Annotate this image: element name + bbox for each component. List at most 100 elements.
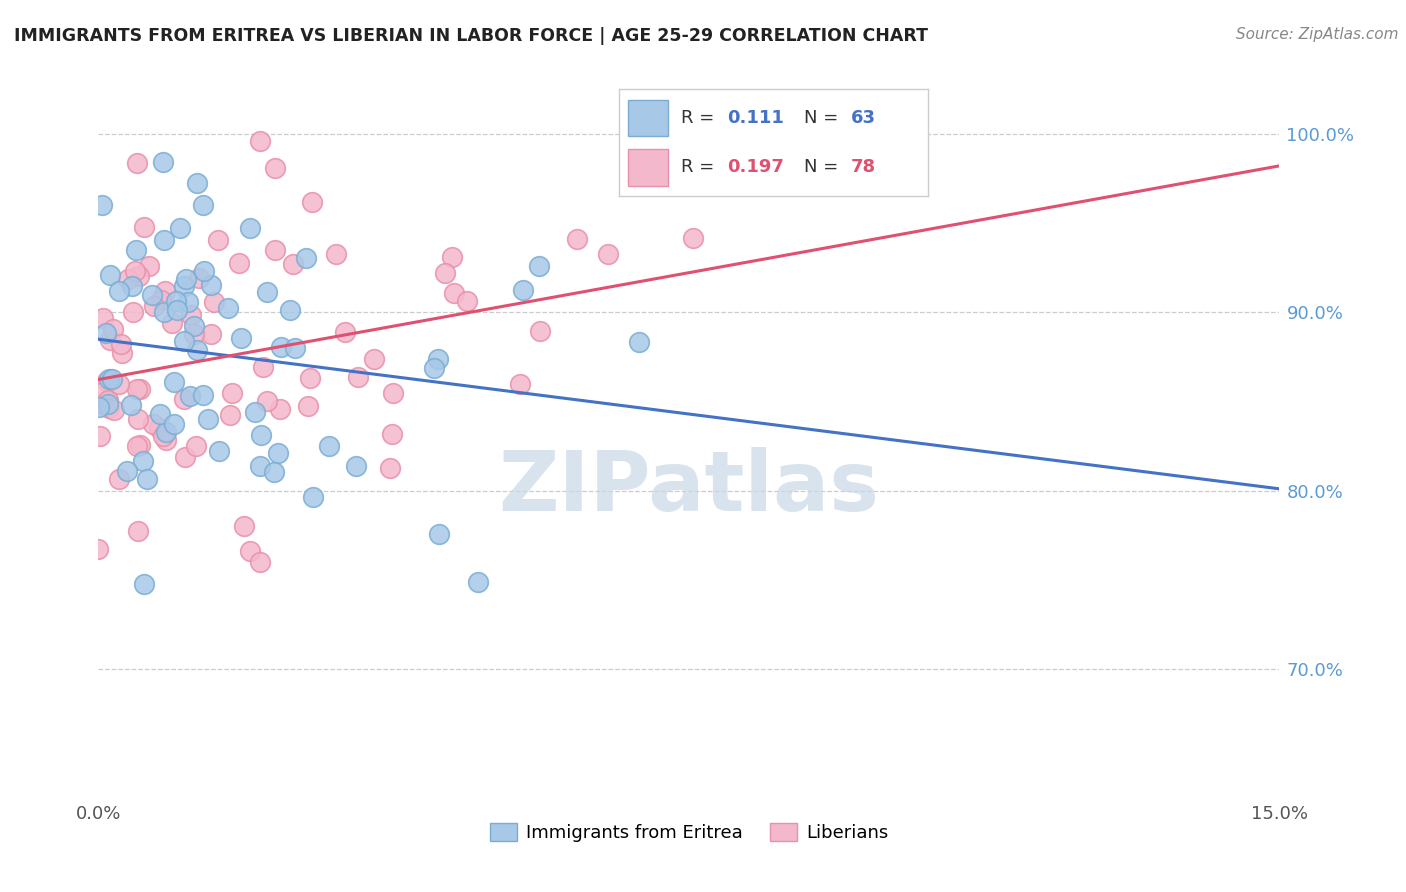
Point [423,361,446,376]
Point [347,370,370,384]
Point [115,464,138,478]
Point [302,490,325,504]
Point [166,303,188,318]
Point [173,392,195,406]
Point [96,374,118,388]
Point [135,472,157,486]
Text: N =: N = [804,159,844,177]
Point [120,398,142,412]
Point [239,221,262,235]
Point [380,461,402,475]
Point [193,264,215,278]
Point [628,335,651,350]
Point [512,283,534,297]
Point [263,465,285,479]
Point [128,383,150,397]
Point [128,269,150,284]
Point [173,278,195,293]
Point [299,371,322,385]
Point [103,403,125,417]
Point [101,322,124,336]
Point [243,405,266,419]
Point [96,326,118,340]
Point [239,543,262,558]
Point [125,155,148,169]
Point [153,233,176,247]
Point [427,352,450,367]
Point [125,439,148,453]
Point [179,389,201,403]
Point [249,134,271,148]
Point [186,176,208,190]
Point [565,232,588,246]
Text: R =: R = [681,159,720,177]
Point [155,433,177,447]
Point [529,259,551,273]
Point [427,527,450,541]
Text: N =: N = [804,109,844,127]
Point [87,542,110,557]
Point [163,375,186,389]
Point [456,294,478,309]
Point [169,220,191,235]
Point [98,372,121,386]
Point [218,301,240,315]
Point [124,243,146,257]
Point [433,266,456,280]
Point [150,293,173,308]
Point [269,401,291,416]
Point [180,308,202,322]
Point [127,524,149,538]
Point [173,334,195,348]
Point [256,394,278,409]
Point [155,425,177,439]
Text: Source: ZipAtlas.com: Source: ZipAtlas.com [1236,27,1399,42]
Point [267,446,290,460]
Point [682,231,704,245]
Text: 0.197: 0.197 [727,159,783,177]
Point [441,250,464,264]
Point [197,412,219,426]
Point [152,429,174,443]
Point [193,198,215,212]
Point [219,408,242,422]
Point [98,334,121,348]
Point [467,574,489,589]
Text: 78: 78 [851,159,876,177]
Point [186,439,208,453]
Point [529,325,551,339]
Point [200,278,222,293]
Point [89,397,111,411]
Point [153,304,176,318]
Point [125,382,148,396]
Point [134,577,156,591]
Point [232,519,254,533]
Point [174,272,197,286]
Point [97,397,120,411]
Point [98,401,121,415]
Point [598,247,620,261]
Point [153,284,176,298]
Point [134,220,156,235]
Point [127,412,149,426]
Point [443,286,465,301]
Text: 0.111: 0.111 [727,109,783,127]
Point [117,272,139,286]
Point [301,194,323,209]
Point [148,421,170,435]
Text: ZIPatlas: ZIPatlas [499,447,879,527]
Point [124,264,146,278]
Point [325,247,347,261]
Point [256,285,278,299]
Point [509,376,531,391]
Legend: Immigrants from Eritrea, Liberians: Immigrants from Eritrea, Liberians [482,815,896,849]
Point [129,438,152,452]
Point [138,259,160,273]
Point [98,268,121,282]
Point [183,327,205,342]
Point [202,295,225,310]
Point [188,271,211,285]
Point [142,417,165,431]
Point [110,337,132,351]
Point [297,399,319,413]
